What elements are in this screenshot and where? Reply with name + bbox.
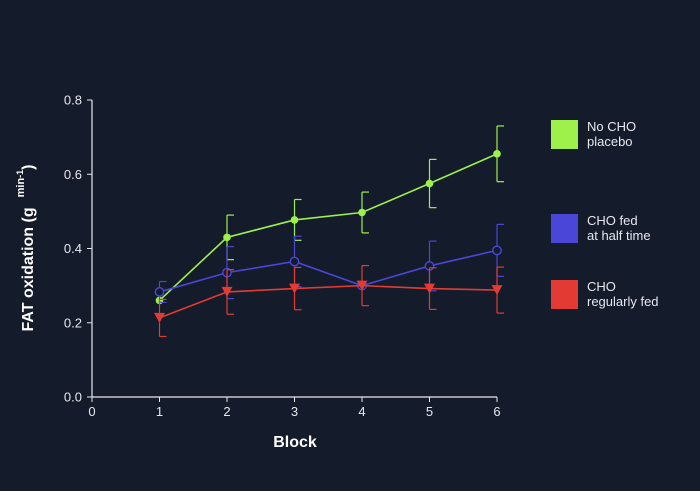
- series-2: [154, 223, 504, 303]
- y-tick-label: 0.6: [64, 167, 82, 182]
- x-tick-label: 5: [426, 404, 433, 419]
- legend-swatch: [551, 214, 578, 243]
- data-point: [356, 280, 368, 291]
- y-axis-title-main: FAT oxidation (g: [20, 207, 37, 331]
- axes: 0 1 2 3 4 5 6 0.0 0.2 0.4 0.6 0.8: [64, 93, 501, 420]
- legend-label: CHO fed: [587, 213, 638, 228]
- data-point: [290, 216, 299, 224]
- data-point: [289, 283, 300, 294]
- data-point: [154, 312, 165, 323]
- legend-swatch: [551, 280, 578, 309]
- legend-label: regularly fed: [587, 294, 659, 309]
- y-axis-title: FAT oxidation (g min-1): [15, 164, 37, 331]
- data-point: [289, 256, 300, 267]
- data-point: [358, 208, 366, 217]
- legend-swatch: [551, 120, 578, 149]
- series-3: [154, 264, 504, 338]
- legend-label: No CHO: [587, 119, 636, 134]
- y-axis-title-group: FAT oxidation (g min-1): [15, 164, 37, 331]
- plot-area: [154, 125, 504, 338]
- data-point: [221, 286, 233, 297]
- x-tick-label: 0: [88, 404, 95, 419]
- y-tick-label: 0.8: [64, 93, 82, 108]
- data-point: [492, 245, 502, 256]
- y-tick-label: 0.0: [64, 390, 82, 405]
- x-tick-label: 4: [358, 404, 365, 419]
- y-axis-title-close: ): [20, 164, 37, 169]
- y-tick-label: 0.4: [64, 241, 82, 256]
- y-tick-label: 0.2: [64, 315, 82, 330]
- y-axis-title-unit: min: [15, 178, 27, 198]
- legend-label: CHO: [587, 279, 616, 294]
- x-tick-label: 2: [223, 404, 230, 419]
- legend-label: at half time: [587, 228, 651, 243]
- x-tick-label: 1: [156, 404, 163, 419]
- data-point: [493, 150, 501, 158]
- series-line: [159, 249, 498, 293]
- x-tick-label: 6: [493, 404, 500, 419]
- data-point: [154, 287, 165, 297]
- y-axis-title-exp: -1: [15, 170, 25, 178]
- series-line: [159, 284, 498, 319]
- legend-label: placebo: [587, 134, 633, 149]
- x-axis-title: Block: [273, 434, 317, 451]
- data-point: [424, 283, 435, 294]
- y-ticks: 0.0 0.2 0.4 0.6 0.8: [64, 93, 92, 405]
- x-ticks: 0 1 2 3 4 5 6: [88, 397, 501, 419]
- series-line: [158, 153, 498, 302]
- data-point: [491, 285, 503, 296]
- data-point: [223, 233, 231, 242]
- x-tick-label: 3: [291, 404, 298, 419]
- data-point: [425, 179, 434, 188]
